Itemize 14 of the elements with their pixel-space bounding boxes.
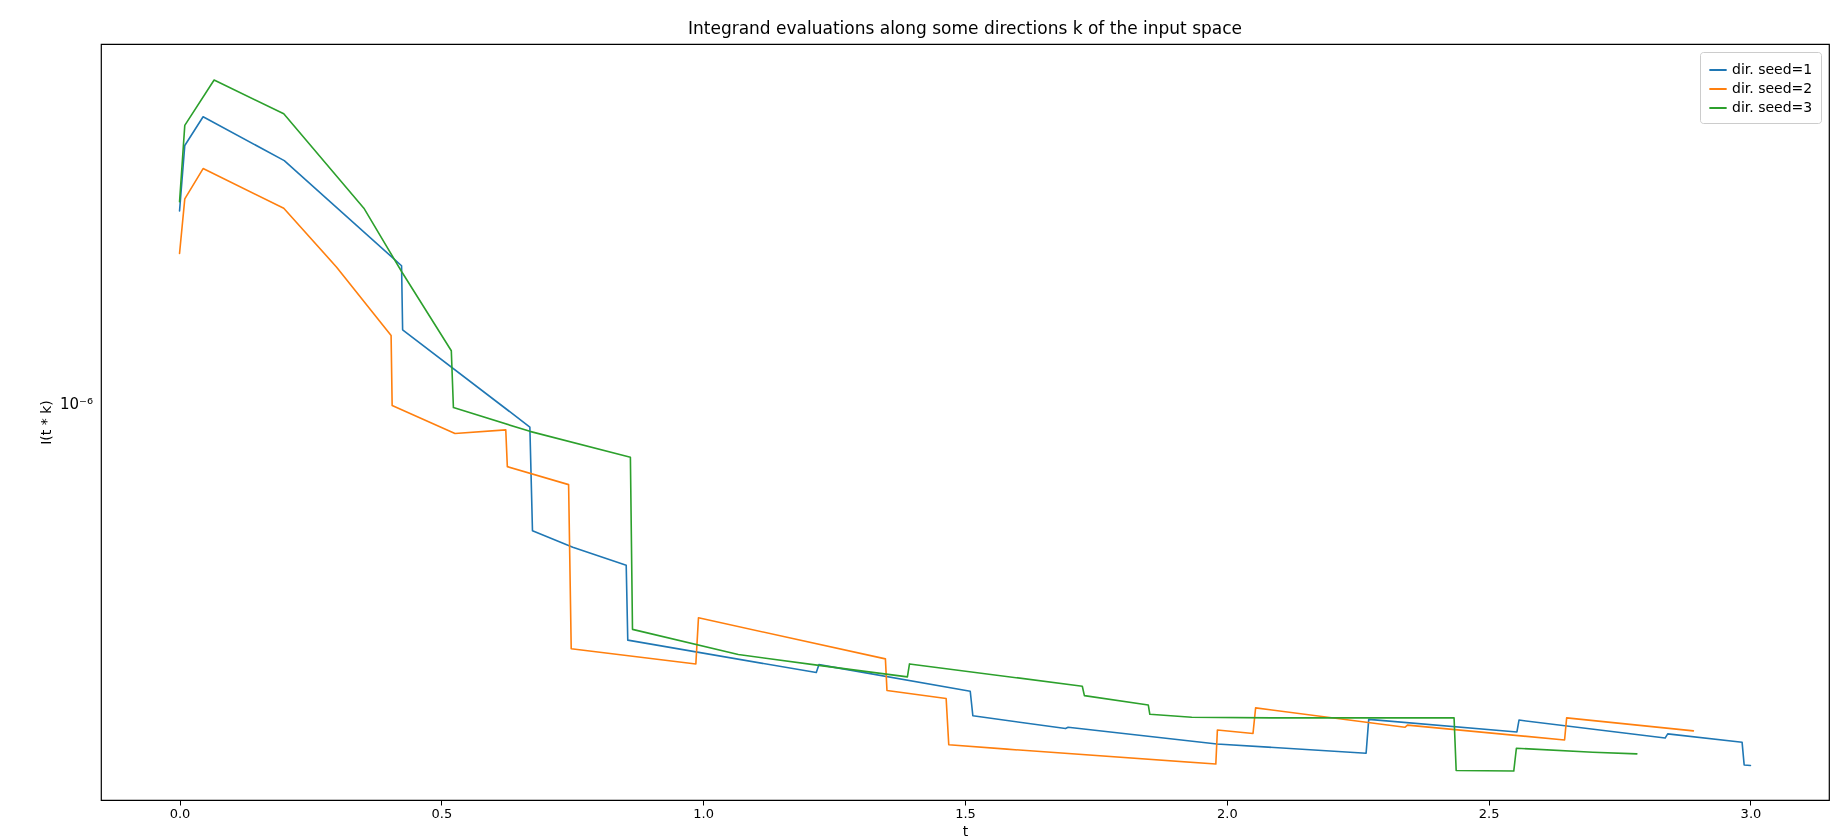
x-tick-label: 3.0 (1740, 805, 1762, 821)
chart-title: Integrand evaluations along some directions k of the input space (687, 18, 1243, 38)
x-tick-label: 0.0 (169, 805, 191, 821)
y-axis-title: I(t * k) (37, 400, 54, 445)
legend-label: dir. seed=1 (1732, 61, 1813, 77)
x-tick-label: 1.5 (955, 805, 976, 821)
x-tick-label: 2.5 (1478, 805, 1500, 821)
x-tick-label: 2.0 (1216, 805, 1238, 821)
legend-label: dir. seed=3 (1732, 99, 1813, 115)
x-axis-title: t (962, 822, 969, 839)
x-tick-label: 1.0 (693, 805, 715, 821)
text: 10⁻⁶ (59, 395, 93, 413)
x-tick-label: 0.5 (431, 805, 453, 821)
legend-label: dir. seed=2 (1732, 80, 1813, 96)
